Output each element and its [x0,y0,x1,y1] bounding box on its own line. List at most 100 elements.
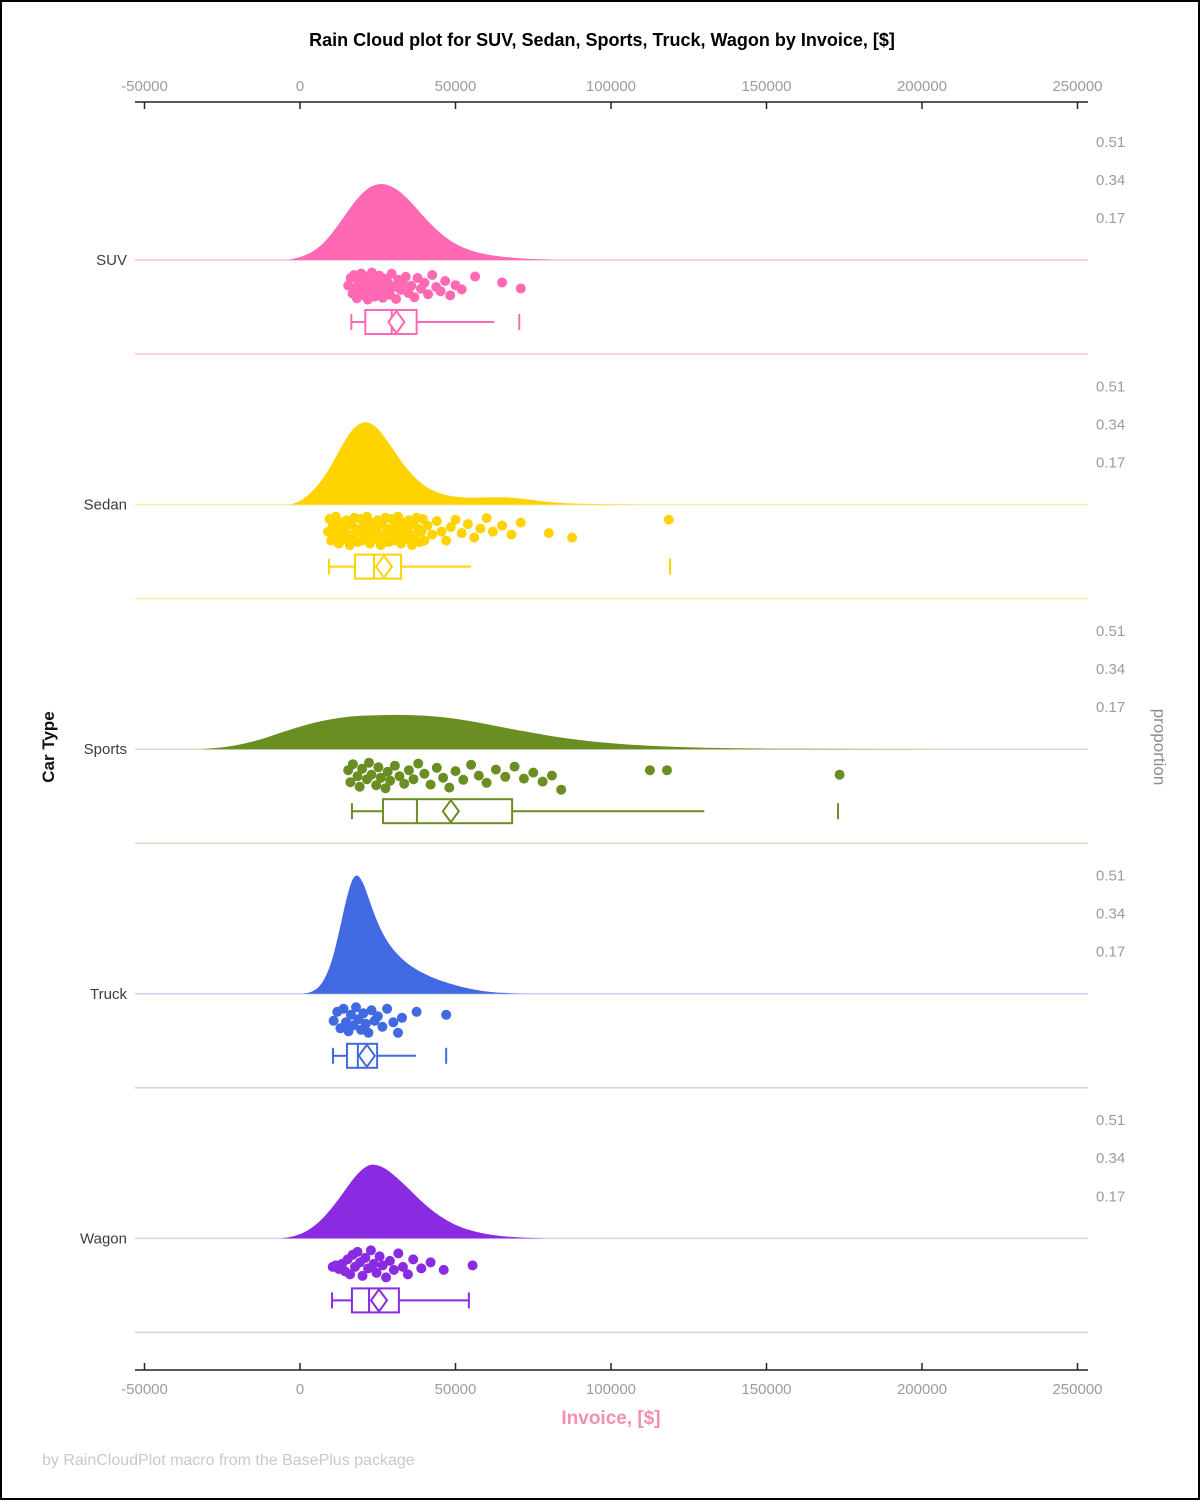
rain-point-wagon [357,1270,368,1281]
rain-point-sports [408,774,419,785]
rain-point-sedan [487,526,498,537]
x-tick-label-bottom: 100000 [586,1381,636,1398]
rain-point-suv [497,277,508,288]
rain-point-sports [546,770,557,781]
rain-point-sports [537,776,548,787]
rain-point-suv [445,290,456,301]
proportion-tick-label: 0.34 [1096,1150,1125,1167]
rain-point-sports [394,771,405,782]
rain-point-wagon [371,1267,382,1278]
rain-point-suv [398,279,409,290]
rain-point-truck [411,1006,422,1017]
rain-point-sports [373,762,384,773]
rain-point-suv [423,289,434,300]
x-tick-label-top: 0 [296,78,304,95]
rain-point-truck [393,1027,403,1038]
x-tick-label-bottom: -50000 [121,1381,168,1398]
x-tick-label-top: 200000 [897,78,947,95]
rain-point-wagon [438,1264,449,1275]
rain-point-truck [346,1009,356,1020]
x-tick-label-top: -50000 [121,78,168,95]
mean-diamond-sports [441,798,461,824]
rain-point-wagon [345,1269,356,1280]
rain-point-sports [345,777,356,788]
rain-point-truck [382,1003,393,1014]
rain-point-wagon [360,1252,371,1263]
rain-point-sports [357,763,368,774]
rain-point-sedan [441,535,452,546]
proportion-tick-label: 0.17 [1096,210,1125,227]
proportion-tick-label: 0.17 [1096,944,1125,961]
rain-point-sedan [344,540,355,551]
rain-point-wagon [408,1254,419,1265]
rain-point-sports [382,766,393,777]
rain-point-sedan [407,540,417,551]
rain-point-sports [509,761,520,772]
rain-point-wagon [374,1251,385,1262]
density-cloud-sedan [290,422,636,505]
rain-point-sedan [515,517,526,528]
row-label-sedan: Sedan [84,497,127,514]
density-cloud-sports [200,714,938,750]
rain-point-wagon [402,1269,413,1280]
rain-point-sedan [431,516,442,527]
density-cloud-wagon [281,1164,546,1239]
rain-point-wagon [377,1260,388,1271]
chart-title: Rain Cloud plot for SUV, Sedan, Sports, … [309,30,895,50]
rain-point-sports [500,771,511,782]
rain-point-suv [391,294,402,304]
rain-point-wagon [416,1263,427,1274]
rain-point-truck [358,1008,369,1019]
mean-diamond-suv [387,309,406,335]
x-tick-label-top: 50000 [435,78,477,95]
rain-point-sports [354,781,365,792]
rain-point-suv [435,286,446,297]
rain-point-sports [834,769,845,780]
rain-point-wagon [393,1248,404,1259]
rain-point-sports [371,780,382,791]
density-cloud-truck [303,875,524,994]
x-tick-label-top: 150000 [741,78,791,95]
rain-point-sports [380,783,391,794]
x-tick-label-bottom: 250000 [1052,1381,1102,1398]
right-axis-label: proportion [1150,708,1169,786]
x-tick-label-bottom: 50000 [435,1381,477,1398]
x-tick-label-bottom: 150000 [741,1381,791,1398]
rain-point-suv [406,280,417,291]
rain-point-sedan [427,529,438,540]
rain-point-sports [438,772,449,783]
rain-point-sports [399,778,410,789]
rain-point-truck [351,1002,361,1013]
proportion-tick-label: 0.51 [1096,134,1125,151]
rain-point-truck [328,1015,339,1026]
proportion-tick-label: 0.51 [1096,378,1125,395]
rain-point-suv [366,267,377,278]
rain-point-wagon [384,1255,395,1266]
rain-point-sedan [663,514,674,525]
proportion-tick-label: 0.51 [1096,868,1125,885]
proportion-tick-label: 0.17 [1096,1188,1125,1205]
rain-point-sedan [543,528,554,539]
rain-point-truck [441,1009,452,1020]
rain-point-wagon [388,1264,399,1275]
rain-point-sports [425,779,436,790]
rain-point-sedan [567,532,578,543]
proportion-tick-label: 0.34 [1096,661,1125,678]
rain-point-suv [440,276,451,286]
rain-point-truck [372,1011,383,1022]
y-axis-label: Car Type [39,711,58,783]
rain-point-truck [388,1017,399,1028]
rain-point-truck [377,1021,388,1032]
proportion-tick-label: 0.51 [1096,1112,1125,1129]
rain-point-sports [473,770,484,781]
rain-point-sedan [422,520,433,531]
rain-point-suv [386,268,397,279]
rain-point-suv [409,292,420,303]
rain-point-sports [375,772,386,783]
rain-point-sedan [450,514,461,525]
rain-point-truck [360,1018,371,1029]
footer-note: by RainCloudPlot macro from the BasePlus… [42,1452,415,1469]
rain-point-sports [490,764,501,775]
